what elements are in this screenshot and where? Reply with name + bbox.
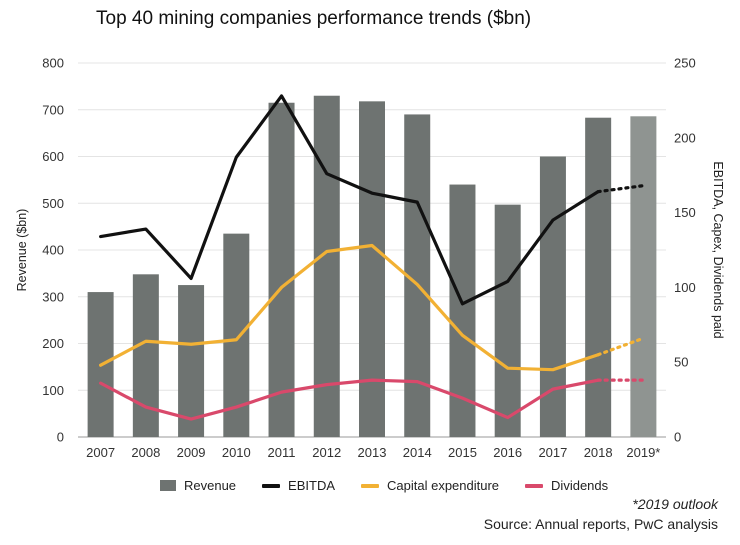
chart-title: Top 40 mining companies performance tren… — [96, 8, 532, 29]
line-capital-expenditure-outlook — [596, 336, 645, 357]
x-tick-label: 2016 — [493, 445, 522, 460]
bar-revenue-2016 — [494, 204, 521, 437]
y2-tick-label: 250 — [674, 56, 696, 71]
legend-swatch-revenue — [160, 480, 176, 491]
y-axis-title: Revenue ($bn) — [15, 209, 29, 292]
legend-item-capex: Capital expenditure — [361, 478, 499, 493]
bar-revenue-2019* — [630, 116, 657, 438]
y-tick-label: 0 — [57, 430, 64, 445]
x-tick-label: 2013 — [358, 445, 387, 460]
y-tick-label: 700 — [42, 102, 64, 117]
x-tick-label: 2015 — [448, 445, 477, 460]
x-tick-label: 2017 — [538, 445, 567, 460]
footnote: *2019 outlook — [632, 496, 718, 512]
legend-item-ebitda: EBITDA — [262, 478, 335, 493]
x-tick-label: 2014 — [403, 445, 432, 460]
source-note: Source: Annual reports, PwC analysis — [483, 516, 718, 532]
legend-item-dividends: Dividends — [525, 478, 608, 493]
legend-label-revenue: Revenue — [184, 478, 237, 493]
x-tick-label: 2007 — [86, 445, 115, 460]
y2-tick-label: 100 — [674, 280, 696, 295]
line-capital-expenditure — [99, 243, 600, 372]
bar-revenue-2009 — [178, 285, 205, 437]
y-tick-label: 400 — [42, 243, 64, 258]
y-tick-label: 200 — [42, 336, 64, 351]
x-tick-label: 2010 — [222, 445, 251, 460]
x-tick-label: 2008 — [131, 445, 160, 460]
bar-revenue-2013 — [359, 101, 385, 438]
y2-tick-label: 150 — [674, 205, 696, 220]
bar-revenue-2018 — [585, 117, 612, 437]
legend-swatch-ebitda — [262, 483, 281, 488]
y-tick-label: 800 — [42, 56, 64, 71]
y-tick-label: 600 — [42, 149, 64, 164]
y2-tick-label: 50 — [674, 355, 688, 370]
legend-label-capex: Capital expenditure — [387, 478, 500, 493]
bar-revenue-2011 — [268, 102, 295, 438]
legend-swatch-dividends — [525, 483, 544, 488]
legend-label-ebitda: EBITDA — [288, 478, 336, 493]
line-dividends — [99, 378, 600, 421]
y-tick-label: 500 — [42, 196, 64, 211]
y2-tick-label: 0 — [674, 430, 681, 445]
x-tick-label: 2009 — [177, 445, 206, 460]
legend-item-revenue: Revenue — [160, 478, 236, 493]
legend-label-dividends: Dividends — [551, 478, 609, 493]
y-tick-label: 300 — [42, 289, 64, 304]
x-tick-label: 2019* — [626, 445, 660, 460]
bar-revenue-2012 — [313, 95, 340, 437]
legend-swatch-capex — [361, 483, 380, 488]
y2-tick-label: 200 — [674, 130, 696, 145]
line-ebitda-outlook — [596, 184, 645, 194]
x-tick-label: 2018 — [584, 445, 613, 460]
chart-legend: Revenue EBITDA Capital expenditure Divid… — [160, 478, 634, 493]
x-tick-label: 2011 — [268, 445, 296, 460]
bar-revenue-2008 — [132, 274, 159, 437]
y2-axis-title: EBITDA, Capex, Dividends paid — [711, 161, 725, 338]
y-tick-label: 100 — [42, 383, 64, 398]
x-tick-label: 2012 — [312, 445, 341, 460]
line-ebitda — [99, 94, 600, 306]
